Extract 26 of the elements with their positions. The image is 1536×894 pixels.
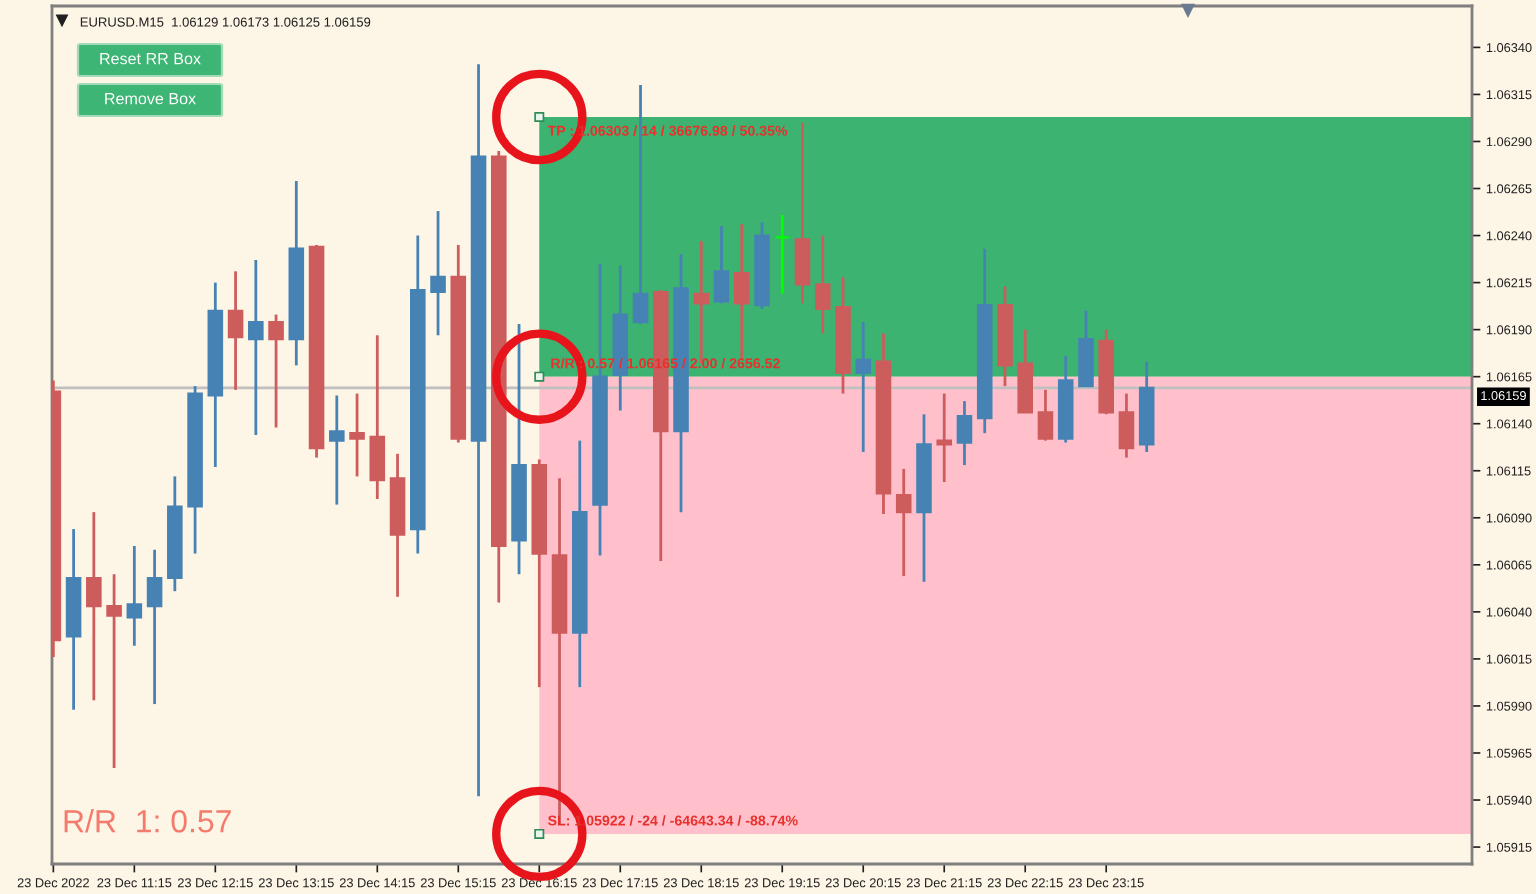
candlestick (814, 234, 831, 335)
candlestick (86, 510, 102, 702)
candlestick (369, 333, 386, 501)
candlestick (329, 394, 345, 507)
candlestick (146, 548, 163, 706)
candlestick (126, 544, 143, 648)
candlestick (936, 392, 953, 484)
candlestick (733, 222, 750, 362)
candlestick (855, 320, 872, 454)
annotation: R/R 1: 0.57 (64, 809, 231, 833)
candlestick (268, 313, 284, 429)
candlestick (248, 258, 264, 437)
annotation: Remove Box (105, 93, 196, 105)
candlestick (106, 572, 122, 770)
candlestick (1118, 392, 1135, 459)
candlestick (1037, 388, 1054, 443)
candlestick (895, 467, 912, 578)
candlestick (794, 121, 811, 305)
candlestick (349, 392, 365, 478)
candlestick (227, 269, 244, 392)
candlestick (774, 213, 791, 296)
candlestick (713, 224, 730, 305)
candlestick (1078, 309, 1094, 388)
candlestick (430, 209, 446, 337)
annotation: Reset RR Box (100, 53, 201, 65)
candlestick (956, 399, 973, 467)
